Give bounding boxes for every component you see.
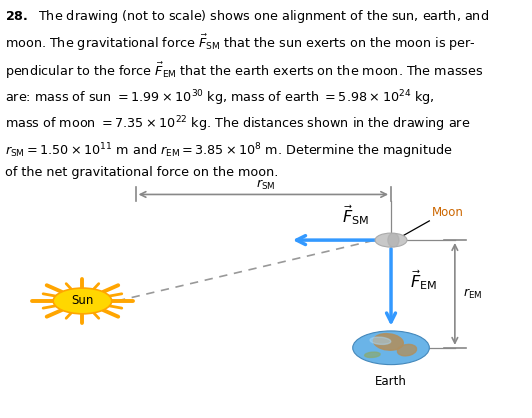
Ellipse shape (388, 233, 399, 247)
Text: $\vec{F}_\mathrm{SM}$: $\vec{F}_\mathrm{SM}$ (342, 203, 369, 227)
Circle shape (353, 331, 429, 364)
Text: Earth: Earth (375, 375, 407, 388)
Text: $r_\mathrm{EM}$: $r_\mathrm{EM}$ (463, 287, 482, 301)
Text: Moon: Moon (432, 206, 464, 219)
Text: $r_\mathrm{SM}$: $r_\mathrm{SM}$ (256, 178, 276, 192)
Text: Sun: Sun (71, 294, 94, 308)
Text: $\vec{F}_\mathrm{EM}$: $\vec{F}_\mathrm{EM}$ (410, 268, 437, 292)
Text: $\mathbf{28.}$  The drawing (not to scale) shows one alignment of the sun, earth: $\mathbf{28.}$ The drawing (not to scale… (5, 8, 489, 179)
Ellipse shape (397, 344, 417, 356)
Circle shape (375, 233, 407, 247)
Ellipse shape (373, 334, 403, 350)
Circle shape (53, 288, 112, 314)
Ellipse shape (370, 337, 390, 344)
Ellipse shape (364, 352, 380, 357)
